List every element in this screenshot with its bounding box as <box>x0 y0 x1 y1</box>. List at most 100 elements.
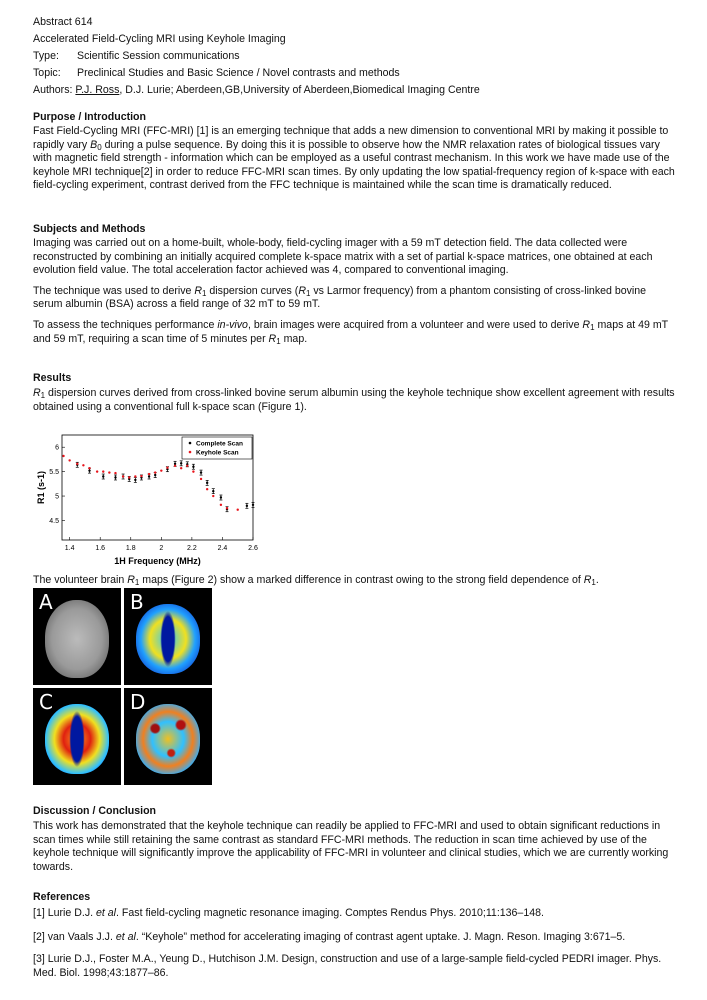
text-run: [3] Lurie D.J., Foster M.A., Yeung D., H… <box>33 953 662 979</box>
topic-label: Topic: <box>33 67 61 79</box>
data-point-keyhole <box>192 470 195 473</box>
reference-2: [2] van Vaals J.J. et al. “Keyhole” meth… <box>33 931 678 944</box>
methods-section: Subjects and Methods Imaging was carried… <box>33 223 678 346</box>
data-point-keyhole <box>225 507 229 510</box>
text-run: Imaging was carried out on a home-built,… <box>33 237 653 277</box>
text-run: during a pulse sequence. By doing this i… <box>33 138 675 192</box>
data-point-keyhole <box>154 471 157 474</box>
x-tick-label: 1.8 <box>126 545 136 552</box>
data-point-complete <box>199 471 203 474</box>
x-tick-label: 2.6 <box>248 545 258 552</box>
text-run: maps (Figure 2) show a marked difference… <box>139 574 584 586</box>
presenting-author-link[interactable]: P.J. Ross <box>75 84 120 96</box>
results-heading: Results <box>33 372 72 384</box>
results-paragraph-2-wrap: The volunteer brain R1 maps (Figure 2) s… <box>33 574 678 587</box>
data-point-complete <box>173 462 177 466</box>
brain-panel-d: D <box>124 688 212 785</box>
methods-heading: Subjects and Methods <box>33 223 146 235</box>
data-point-keyhole <box>140 474 143 478</box>
y-tick-label: 4.5 <box>49 518 59 525</box>
text-run: B <box>90 138 98 151</box>
data-point-complete <box>179 462 183 465</box>
text-run: [2] van Vaals J.J. <box>33 930 116 943</box>
data-point-keyhole <box>102 470 105 473</box>
results-paragraph-1: R1 dispersion curves derived from cross-… <box>33 387 678 414</box>
text-run: R <box>268 332 277 345</box>
data-point-complete <box>205 481 209 485</box>
type-row: Type: Scientific Session communications <box>33 48 480 65</box>
x-axis-label: 1H Frequency (MHz) <box>114 556 201 566</box>
text-run: dispersion curves derived from cross-lin… <box>33 387 675 413</box>
text-run: [1] Lurie D.J. <box>33 907 96 920</box>
results-section: Results R1 dispersion curves derived fro… <box>33 372 678 414</box>
y-tick-label: 6 <box>55 445 59 452</box>
authors-row: Authors: P.J. Ross, D.J. Lurie; Aberdeen… <box>33 82 480 99</box>
data-point-keyhole <box>76 462 79 466</box>
panel-label-d: D <box>130 690 146 714</box>
y-tick-label: 5.5 <box>49 469 59 476</box>
text-run: To assess the techniques performance <box>33 319 218 332</box>
data-point-keyhole <box>68 459 71 462</box>
data-point-keyhole <box>179 467 183 470</box>
text-run: 1 <box>590 323 595 333</box>
purpose-heading: Purpose / Introduction <box>33 111 146 123</box>
data-point-keyhole <box>186 464 189 467</box>
references-section: References [1] Lurie D.J. et al. Fast fi… <box>33 891 678 980</box>
text-run: 1 <box>134 578 140 587</box>
data-point-keyhole <box>199 477 203 481</box>
brain-panel-a: A <box>33 588 121 685</box>
authors-label: Authors: <box>33 84 73 96</box>
text-run: R <box>127 574 135 586</box>
purpose-paragraph: Fast Field-Cycling MRI (FFC-MRI) [1] is … <box>33 125 678 192</box>
data-point-complete <box>114 476 117 479</box>
reference-1: [1] Lurie D.J. et al. Fast field-cycling… <box>33 907 678 920</box>
data-point-keyhole <box>160 469 163 472</box>
text-run: 0 <box>97 142 102 152</box>
methods-paragraph-1: Imaging was carried out on a home-built,… <box>33 237 678 277</box>
text-run: 1 <box>276 336 281 346</box>
data-point-complete <box>102 475 105 478</box>
text-run: R <box>194 284 203 297</box>
abstract-number: Abstract 614 <box>33 16 93 28</box>
purpose-section: Purpose / Introduction Fast Field-Cyclin… <box>33 111 678 192</box>
data-point-complete <box>134 478 137 482</box>
x-tick-label: 1.4 <box>65 545 75 552</box>
text-run: in-vivo <box>217 319 248 332</box>
data-point-complete <box>88 469 91 472</box>
data-point-complete <box>154 473 157 477</box>
text-run: et al <box>115 930 136 943</box>
text-run: Fast Field-Cycling MRI (FFC-MRI) [1] is … <box>33 125 669 151</box>
text-run: The technique was used to derive <box>33 284 195 297</box>
data-point-keyhole <box>166 466 169 469</box>
text-run: . <box>595 574 599 586</box>
text-run: R <box>583 574 592 586</box>
data-point-keyhole <box>62 454 65 458</box>
data-point-complete <box>147 475 151 478</box>
text-run: vs Larmor frequency) from a phantom cons… <box>33 284 647 311</box>
data-point-complete <box>219 496 223 499</box>
authors-rest: , D.J. Lurie; Aberdeen,GB,University of … <box>119 84 480 96</box>
discussion-heading: Discussion / Conclusion <box>33 805 157 817</box>
figure1-chart: 1.4 1.6 1.8 2 2.2 2.4 2.6 4.5 5 5.5 6 1H Frequency … <box>36 434 258 566</box>
x-tick-label: 2 <box>159 545 163 552</box>
data-point-keyhole <box>121 475 125 478</box>
data-point-keyhole <box>173 464 177 467</box>
data-point-keyhole <box>147 472 151 476</box>
data-point-keyhole <box>212 494 215 498</box>
legend-marker <box>188 441 192 445</box>
results-paragraph-2: The volunteer brain R1 maps (Figure 2) s… <box>33 574 678 587</box>
abstract-title: Accelerated Field-Cycling MRI using Keyh… <box>33 33 286 45</box>
y-axis-label: R1 (s-1) <box>36 471 46 504</box>
brain-panel-c: C <box>33 688 121 785</box>
data-point-complete <box>245 504 249 508</box>
legend-label: Keyhole Scan <box>196 450 239 457</box>
data-point-keyhole <box>205 488 209 491</box>
data-point-keyhole <box>108 471 111 474</box>
plot-frame <box>61 434 254 541</box>
methods-paragraph-3: To assess the techniques performance in-… <box>33 319 678 346</box>
references-heading: References <box>33 891 91 903</box>
data-point-keyhole <box>82 464 85 467</box>
methods-paragraph-2: The technique was used to derive R1 disp… <box>33 285 678 312</box>
text-run: This work has demonstrated that the keyh… <box>33 820 669 873</box>
text-run: R <box>298 284 306 297</box>
